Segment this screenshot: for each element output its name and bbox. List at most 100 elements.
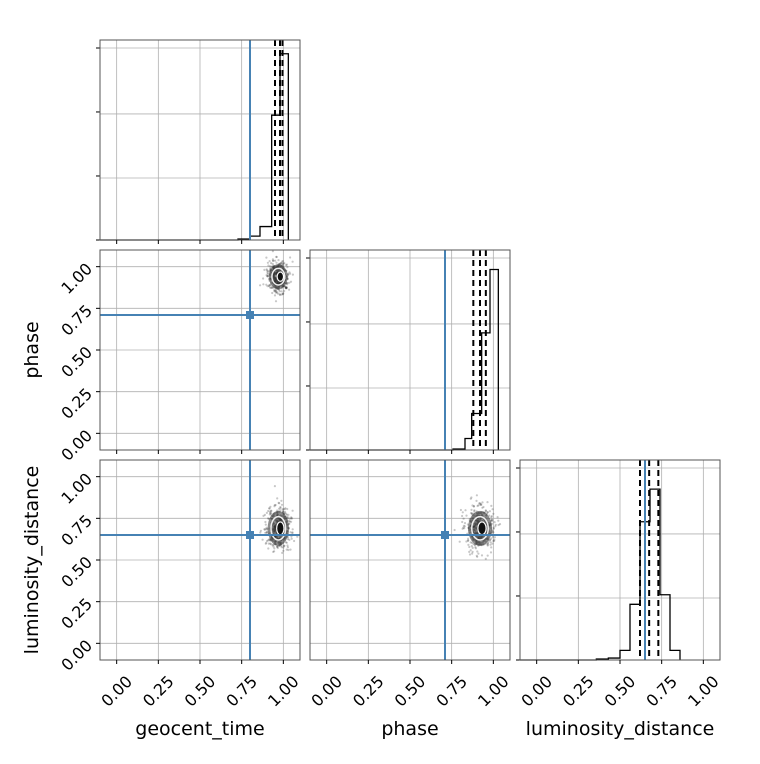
x-tick-label: 0.50: [391, 672, 430, 711]
sample-point: [284, 287, 287, 290]
sample-point: [272, 543, 275, 546]
sample-point: [273, 547, 276, 550]
sample-point: [291, 260, 294, 263]
sample-point: [284, 510, 287, 514]
sample-point: [285, 286, 288, 289]
sample-point: [273, 294, 277, 297]
panel-phase-hist: [306, 249, 511, 454]
sample-point: [490, 546, 493, 549]
panel-geocent_time-vs-luminosity_distance: 0.000.250.500.751.00luminosity_distance0…: [21, 459, 303, 740]
x-tick-label: 0.50: [181, 672, 220, 711]
sample-point: [267, 539, 270, 542]
sample-point: [486, 511, 489, 514]
sample-point: [282, 260, 285, 263]
y-tick-label: 1.00: [57, 469, 96, 508]
sample-point: [269, 511, 272, 515]
sample-point: [492, 512, 495, 515]
sample-point: [266, 275, 269, 278]
sample-point: [270, 510, 273, 513]
sample-point: [290, 520, 293, 523]
sample-point: [286, 266, 289, 269]
sample-point: [278, 502, 281, 505]
sample-point: [263, 528, 266, 531]
sample-point: [491, 542, 494, 545]
truth-marker: [441, 531, 449, 539]
sample-point: [280, 262, 283, 265]
sample-point: [283, 544, 286, 547]
sample-point: [459, 508, 462, 512]
contour-outer: [270, 515, 287, 541]
x-axis-label: luminosity_distance: [526, 718, 715, 740]
sample-point: [265, 511, 268, 514]
sample-point: [492, 539, 495, 543]
sample-point: [488, 514, 491, 517]
sample-point: [268, 507, 271, 510]
sample-point: [475, 554, 478, 557]
sample-point: [262, 283, 265, 286]
histogram-step: [520, 488, 681, 661]
sample-point: [280, 499, 283, 502]
sample-point: [476, 555, 479, 558]
sample-point: [286, 507, 289, 511]
sample-point: [288, 288, 291, 291]
y-tick-label: 0.50: [57, 343, 96, 382]
sample-point: [265, 531, 268, 534]
sample-point: [474, 546, 477, 549]
sample-point: [283, 262, 286, 265]
sample-point: [273, 290, 277, 293]
sample-point: [461, 514, 464, 518]
sample-point: [269, 283, 272, 286]
sample-point: [268, 285, 271, 288]
sample-point: [467, 537, 470, 540]
sample-point: [479, 502, 482, 505]
sample-point: [486, 543, 489, 546]
sample-point: [287, 548, 290, 552]
sample-point: [471, 550, 474, 554]
sample-point: [285, 548, 288, 551]
sample-point: [284, 285, 287, 288]
sample-point: [481, 501, 484, 504]
sample-point: [272, 545, 275, 548]
sample-point: [477, 504, 480, 507]
sample-point: [289, 272, 292, 275]
sample-point: [276, 291, 279, 294]
sample-point: [269, 542, 272, 545]
sample-point: [287, 516, 290, 519]
sample-point: [273, 288, 276, 292]
sample-point: [288, 538, 291, 542]
sample-point: [492, 531, 495, 534]
sample-point: [286, 538, 290, 541]
sample-point: [275, 290, 278, 293]
sample-point: [484, 509, 487, 512]
sample-point: [478, 502, 481, 505]
sample-point: [281, 510, 284, 513]
sample-point: [269, 511, 273, 515]
sample-point: [282, 508, 285, 511]
sample-point: [267, 284, 270, 287]
sample-point: [475, 499, 478, 502]
sample-point: [478, 502, 481, 505]
sample-point: [274, 288, 278, 291]
sample-point: [481, 506, 484, 509]
sample-point: [274, 259, 277, 262]
sample-point: [271, 262, 274, 265]
sample-point: [482, 505, 485, 509]
sample-point: [280, 503, 284, 506]
sample-point: [277, 501, 280, 504]
sample-point: [296, 535, 299, 538]
sample-point: [266, 270, 269, 273]
contour-outer: [471, 515, 489, 541]
sample-point: [272, 259, 275, 262]
sample-point: [271, 259, 275, 262]
sample-point: [281, 508, 284, 511]
sample-point: [287, 520, 290, 523]
sample-point: [270, 286, 273, 289]
sample-point: [273, 550, 276, 553]
sample-point: [264, 520, 267, 524]
sample-point: [471, 546, 474, 550]
sample-point: [278, 262, 282, 265]
sample-point: [469, 497, 472, 500]
contour-outer: [271, 267, 286, 286]
sample-point: [490, 537, 493, 540]
sample-point: [480, 554, 484, 557]
